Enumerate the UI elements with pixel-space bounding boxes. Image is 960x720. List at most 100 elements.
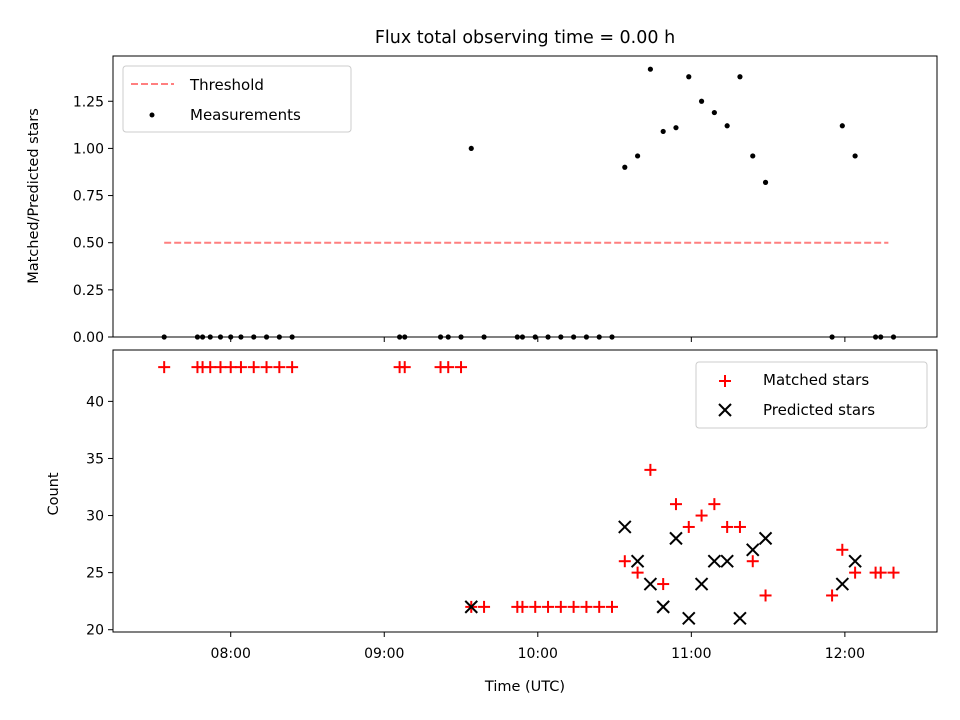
bottom-y-axis-label: Count bbox=[46, 472, 62, 515]
measurement-point bbox=[852, 153, 858, 159]
matched-star-point bbox=[567, 600, 580, 613]
bottom-xtick-label: 10:00 bbox=[518, 646, 558, 662]
bottom-ytick-label: 20 bbox=[86, 623, 104, 639]
predicted-star-point bbox=[618, 520, 632, 534]
predicted-star-point bbox=[669, 531, 683, 546]
top-axes-frame bbox=[112, 55, 938, 338]
top-ytick-label: 1.25 bbox=[73, 94, 104, 110]
matched-star-point bbox=[273, 361, 286, 374]
matched-star-point bbox=[631, 566, 644, 579]
bottom-legend-box bbox=[695, 361, 928, 429]
measurement-point bbox=[622, 164, 628, 170]
measurement-point bbox=[468, 145, 474, 152]
top-legend: Threshold Measurements bbox=[122, 65, 352, 133]
matched-star-point bbox=[214, 361, 227, 374]
predicted-star-point bbox=[848, 554, 862, 568]
bottom-axes-frame bbox=[112, 349, 938, 633]
top-ytick-label: 0.25 bbox=[73, 283, 104, 299]
predicted-star-point bbox=[643, 577, 658, 591]
matched-star-point bbox=[644, 463, 657, 476]
predicted-star-point bbox=[720, 554, 734, 568]
bottom-x-axis-ticks: 08:00 09:00 10:00 11:00 12:00 bbox=[211, 632, 865, 662]
measurement-point bbox=[698, 98, 705, 104]
measurement-point bbox=[660, 128, 666, 135]
legend-measurements-label: Measurements bbox=[190, 106, 301, 124]
matched-star-point bbox=[836, 543, 849, 556]
legend-matched-swatch bbox=[719, 375, 731, 387]
matched-star-point bbox=[542, 600, 555, 613]
matched-star-point bbox=[721, 520, 734, 533]
matched-star-point bbox=[442, 361, 455, 374]
bottom-xtick-label: 08:00 bbox=[211, 646, 251, 662]
matched-star-point bbox=[260, 361, 273, 374]
predicted-star-point bbox=[707, 554, 722, 568]
bottom-ytick-label: 25 bbox=[86, 566, 104, 582]
predicted-star-point bbox=[835, 577, 850, 591]
legend-measurements-swatch bbox=[149, 112, 155, 118]
matched-star-point bbox=[849, 566, 862, 579]
top-ytick-label: 1.00 bbox=[73, 141, 104, 157]
matched-star-point bbox=[516, 600, 529, 613]
top-ytick-label: 0.50 bbox=[73, 236, 104, 252]
legend-matched-label: Matched stars bbox=[763, 371, 869, 389]
measurement-point bbox=[711, 109, 717, 116]
predicted-star-point bbox=[758, 531, 773, 546]
top-chart-title: Flux total observing time = 0.00 h bbox=[375, 28, 675, 48]
matched-star-point bbox=[593, 600, 606, 613]
bottom-xtick-label: 09:00 bbox=[364, 646, 404, 662]
matched-star-point bbox=[887, 566, 900, 579]
predicted-star-point bbox=[733, 611, 747, 626]
predicted-star-point bbox=[656, 600, 670, 614]
matched-star-point bbox=[455, 361, 468, 374]
matched-star-point bbox=[606, 600, 619, 613]
matched-star-point bbox=[682, 520, 695, 533]
matched-star-point bbox=[398, 361, 411, 374]
top-y-axis-label: Matched/Predicted stars bbox=[26, 108, 42, 284]
matched-star-point bbox=[204, 361, 217, 374]
matched-star-point bbox=[746, 555, 759, 568]
measurement-point bbox=[724, 123, 730, 129]
top-legend-box bbox=[122, 65, 352, 133]
matched-star-point bbox=[708, 498, 721, 511]
matched-star-point bbox=[234, 361, 247, 374]
predicted-star-point bbox=[464, 600, 478, 614]
predicted-star-point bbox=[630, 554, 645, 568]
matched-star-point bbox=[669, 498, 682, 511]
matched-star-point bbox=[158, 361, 171, 374]
predicted-star-point bbox=[694, 577, 709, 591]
matched-star-point bbox=[695, 509, 708, 522]
measurement-point bbox=[673, 125, 679, 131]
bottom-xtick-label: 11:00 bbox=[671, 646, 711, 662]
measurement-point bbox=[647, 66, 653, 72]
matched-star-point bbox=[826, 589, 839, 602]
matched-star-point bbox=[554, 600, 567, 613]
measurement-point bbox=[762, 179, 769, 185]
matched-star-point bbox=[733, 520, 746, 533]
bottom-ytick-label: 30 bbox=[86, 509, 104, 525]
measurement-point bbox=[634, 153, 641, 159]
top-x-axis-ticks bbox=[230, 337, 846, 342]
matched-star-point bbox=[759, 589, 772, 602]
measurement-point bbox=[686, 74, 692, 80]
matched-star-point bbox=[580, 600, 593, 613]
matched-star-point bbox=[618, 555, 631, 568]
bottom-x-axis-label: Time (UTC) bbox=[484, 679, 565, 695]
matched-star-point bbox=[286, 361, 299, 374]
legend-predicted-label: Predicted stars bbox=[763, 401, 875, 419]
top-y-axis-ticks: 0.00 0.25 0.50 0.75 1.00 1.25 bbox=[73, 94, 113, 346]
bottom-xtick-label: 12:00 bbox=[825, 646, 865, 662]
bottom-ytick-label: 35 bbox=[86, 451, 104, 467]
bottom-ytick-label: 40 bbox=[86, 394, 104, 410]
measurement-point bbox=[737, 74, 743, 80]
measurement-point bbox=[839, 123, 845, 129]
predicted-star-point bbox=[746, 543, 760, 557]
matched-star-point bbox=[529, 600, 542, 613]
legend-threshold-label: Threshold bbox=[189, 76, 264, 94]
matched-star-point bbox=[247, 361, 260, 374]
bottom-legend: Matched stars Predicted stars bbox=[695, 361, 928, 429]
legend-predicted-swatch bbox=[718, 403, 732, 417]
matched-star-point bbox=[224, 361, 237, 374]
top-ytick-label: 0.00 bbox=[73, 330, 104, 346]
measurement-point bbox=[750, 153, 756, 159]
